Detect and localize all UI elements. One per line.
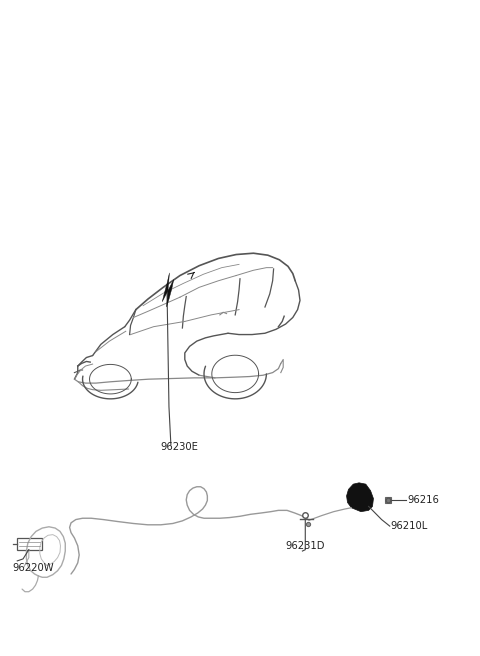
Text: 96220W: 96220W	[12, 563, 54, 573]
Text: 96216: 96216	[407, 495, 439, 505]
Polygon shape	[347, 483, 373, 512]
Polygon shape	[162, 273, 174, 307]
Text: 96230E: 96230E	[161, 442, 199, 453]
Text: 96231D: 96231D	[286, 541, 325, 551]
Bar	[17, 538, 42, 550]
Text: 96210L: 96210L	[391, 521, 428, 531]
